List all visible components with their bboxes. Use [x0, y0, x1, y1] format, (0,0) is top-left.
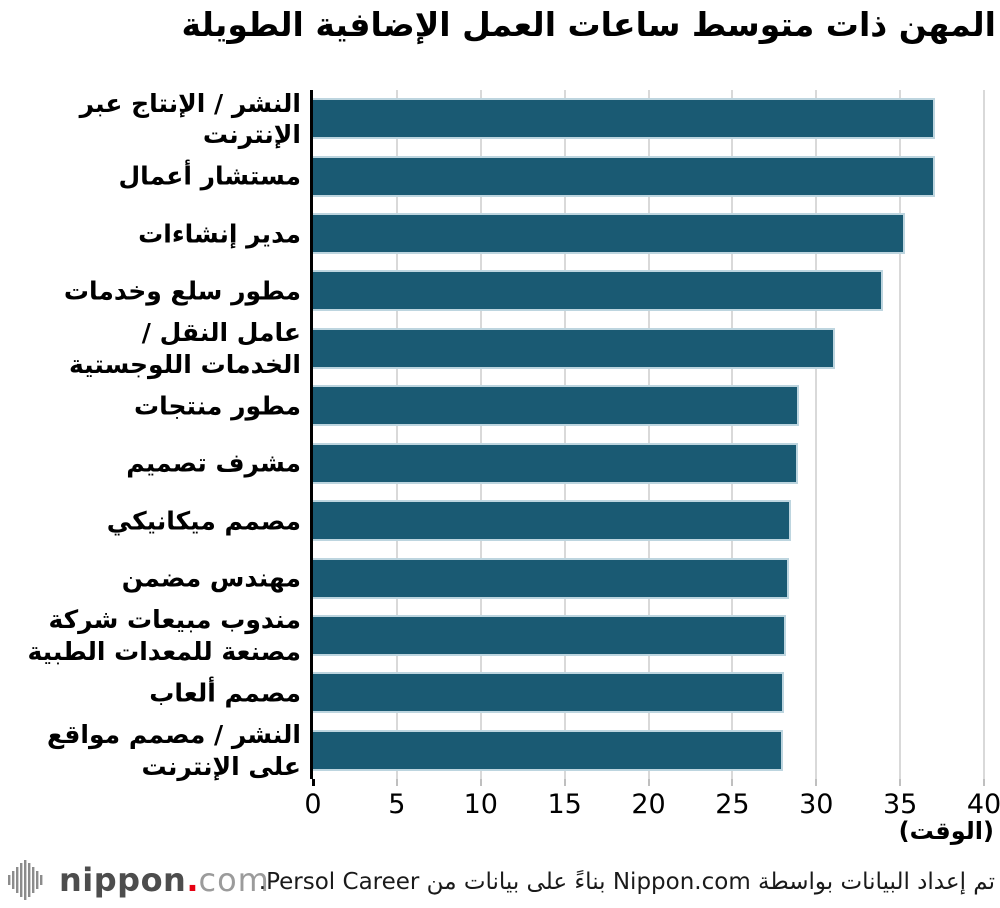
x-tick-25 [731, 779, 734, 786]
x-tick-label-30: 30 [799, 789, 834, 820]
x-tick-label-15: 15 [547, 789, 582, 820]
bar-0 [313, 98, 936, 140]
bar-9 [313, 614, 787, 656]
category-label-7: مصمم ميكانيكي [106, 506, 301, 535]
x-tick-10 [479, 779, 482, 786]
x-tick-label-0: 0 [304, 789, 322, 820]
x-tick-label-20: 20 [631, 789, 666, 820]
gridline-x-30 [815, 90, 818, 779]
x-tick-15 [563, 779, 566, 786]
x-tick-40 [983, 779, 985, 786]
category-label-2: مدير إنشاءات [138, 218, 301, 248]
bar-3 [313, 270, 884, 312]
y-axis-line [310, 90, 313, 779]
bar-11 [313, 729, 783, 771]
bar-7 [313, 500, 792, 542]
category-label-3: مطور سلع وخدمات [63, 276, 301, 306]
chart-title: المهن ذات متوسط ساعات العمل الإضافية الط… [181, 5, 996, 44]
bar-1 [313, 155, 936, 197]
category-label-9: مندوب مبيعات شركة مصنعة للمعدات الطبية [27, 605, 301, 666]
category-label-5: مطور منتجات [133, 391, 301, 421]
x-tick-5 [395, 779, 398, 786]
bar-4 [313, 327, 835, 369]
gridline-x-20 [647, 90, 650, 779]
x-tick-label-5: 5 [388, 789, 406, 820]
category-label-11: النشر / مصمم مواقع على الإنترنت [46, 720, 301, 781]
bar-2 [313, 213, 906, 255]
gridline-x-35 [899, 90, 902, 779]
x-tick-label-25: 25 [715, 789, 750, 820]
gridline-x-15 [563, 90, 566, 779]
category-label-0: النشر / الإنتاج عبر الإنترنت [79, 88, 301, 149]
x-tick-0 [312, 779, 315, 786]
category-label-1: مستشار أعمال [118, 161, 301, 191]
category-label-4: عامل النقل / الخدمات اللوجستية [69, 318, 301, 379]
x-axis-label: (الوقت) [898, 817, 994, 845]
logo-word-com: com [198, 861, 270, 899]
x-tick-label-10: 10 [463, 789, 498, 820]
gridline-x-25 [731, 90, 734, 779]
nippon-logo-text: nippon. com [59, 861, 270, 899]
gridline-x-10 [479, 90, 482, 779]
x-tick-label-40: 40 [966, 789, 1000, 820]
gridline-x-40 [983, 90, 985, 779]
category-label-10: مصمم ألعاب [149, 678, 301, 708]
category-label-8: مهندس مضمن [121, 563, 301, 593]
bar-10 [313, 672, 785, 714]
category-label-6: مشرف تصميم [126, 448, 301, 478]
plot-area: النشر / الإنتاج عبر الإنترنت مستشار أعمال… [28, 88, 985, 780]
bar-5 [313, 385, 800, 427]
logo-word-nippon: nippon [59, 861, 187, 899]
x-tick-20 [647, 779, 650, 786]
nippon-logo: nippon. com [8, 858, 270, 902]
soundwave-icon [8, 860, 43, 900]
x-tick-30 [815, 779, 818, 786]
x-tick-label-35: 35 [882, 789, 918, 820]
bar-8 [313, 557, 790, 599]
bar-6 [313, 442, 798, 484]
x-tick-35 [899, 779, 902, 786]
logo-red-dot: . [186, 861, 199, 899]
gridline-x-5 [395, 90, 398, 779]
credit-text: تم إعداد البيانات بواسطة Nippon.com بناء… [258, 869, 995, 895]
